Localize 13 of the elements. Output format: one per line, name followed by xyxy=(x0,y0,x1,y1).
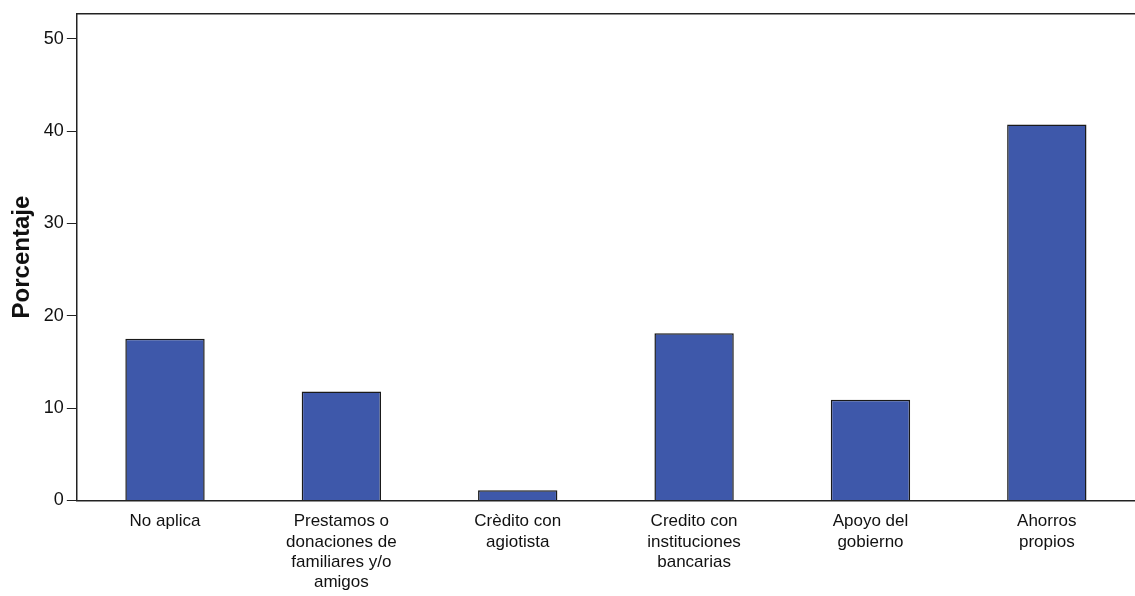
x-tick-label: Ahorros propios xyxy=(1017,511,1077,551)
y-tick-label: 40 xyxy=(43,120,64,141)
y-tick-label: 10 xyxy=(43,397,64,418)
x-tick-label: Credito con instituciones bancarias xyxy=(647,511,741,572)
x-tick-label: Crèdito con agiotista xyxy=(474,511,562,551)
y-axis-title: Porcentaje xyxy=(7,195,35,319)
y-tick-label: 30 xyxy=(43,212,64,233)
y-tick-label: 0 xyxy=(53,489,64,510)
y-tick-label: 20 xyxy=(43,304,64,325)
x-tick-label: No aplica xyxy=(129,511,201,531)
y-tick-label: 50 xyxy=(43,27,64,48)
x-tick-label: Prestamos o donaciones de familiares y/o amigos xyxy=(286,511,397,592)
x-tick-label: Apoyo del gobierno xyxy=(832,511,909,551)
